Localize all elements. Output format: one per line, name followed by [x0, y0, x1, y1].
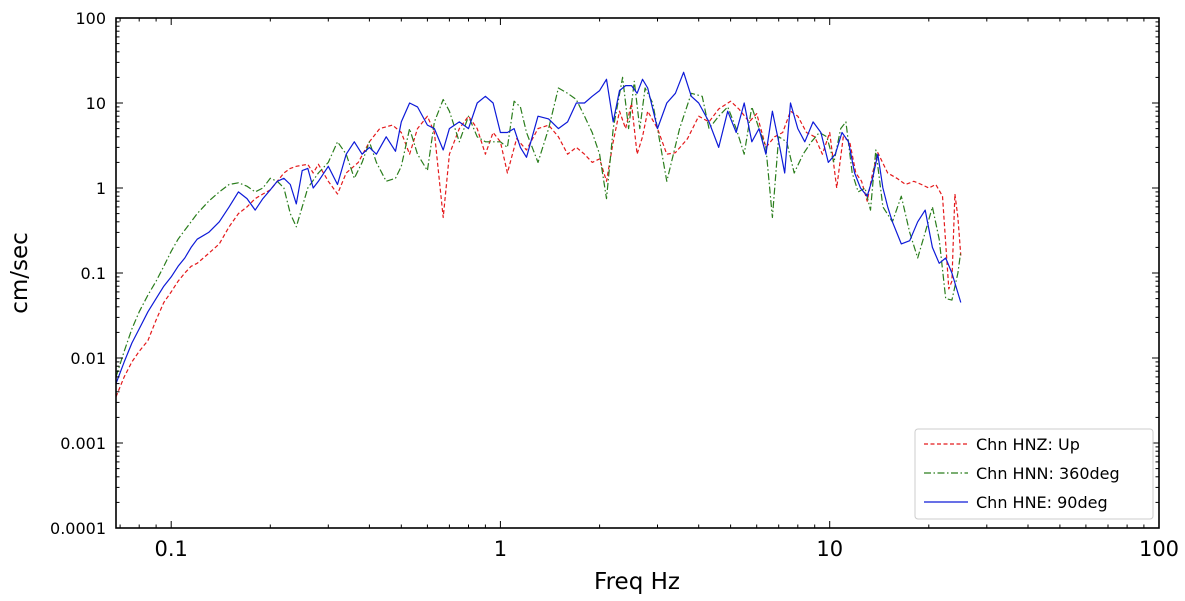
series-line-1: [116, 76, 962, 378]
y-axis-label: cm/sec: [7, 232, 33, 314]
x-tick-label: 1: [494, 537, 507, 561]
x-axis-label: Freq Hz: [594, 569, 680, 595]
y-tick-label: 100: [75, 9, 106, 28]
ticks-layer: [116, 17, 1160, 529]
series-line-2: [116, 71, 962, 384]
legend: Chn HNZ: Up Chn HNN: 360deg Chn HNE: 90d…: [914, 428, 1154, 520]
y-tick-label: 0.001: [60, 434, 106, 453]
series-line-0: [116, 100, 962, 398]
legend-label-hnz: Chn HNZ: Up: [976, 435, 1080, 454]
series-layer: [116, 71, 962, 398]
x-tick-label: 0.1: [154, 537, 187, 561]
legend-label-hnn: Chn HNN: 360deg: [976, 464, 1120, 483]
x-tick-label: 10: [816, 537, 843, 561]
legend-box: [914, 428, 1154, 520]
tick-labels: 0.1 1 10 100 0.0001 0.001 0.01 0.1 1 10 100: [50, 9, 1179, 561]
y-tick-label: 10: [86, 94, 106, 113]
y-tick-label: 1: [96, 179, 106, 198]
y-tick-label: 0.1: [81, 264, 106, 283]
x-tick-label: 100: [1139, 537, 1179, 561]
y-tick-label: 0.01: [70, 349, 106, 368]
y-tick-label: 0.0001: [50, 519, 106, 538]
legend-label-hne: Chn HNE: 90deg: [976, 493, 1108, 512]
